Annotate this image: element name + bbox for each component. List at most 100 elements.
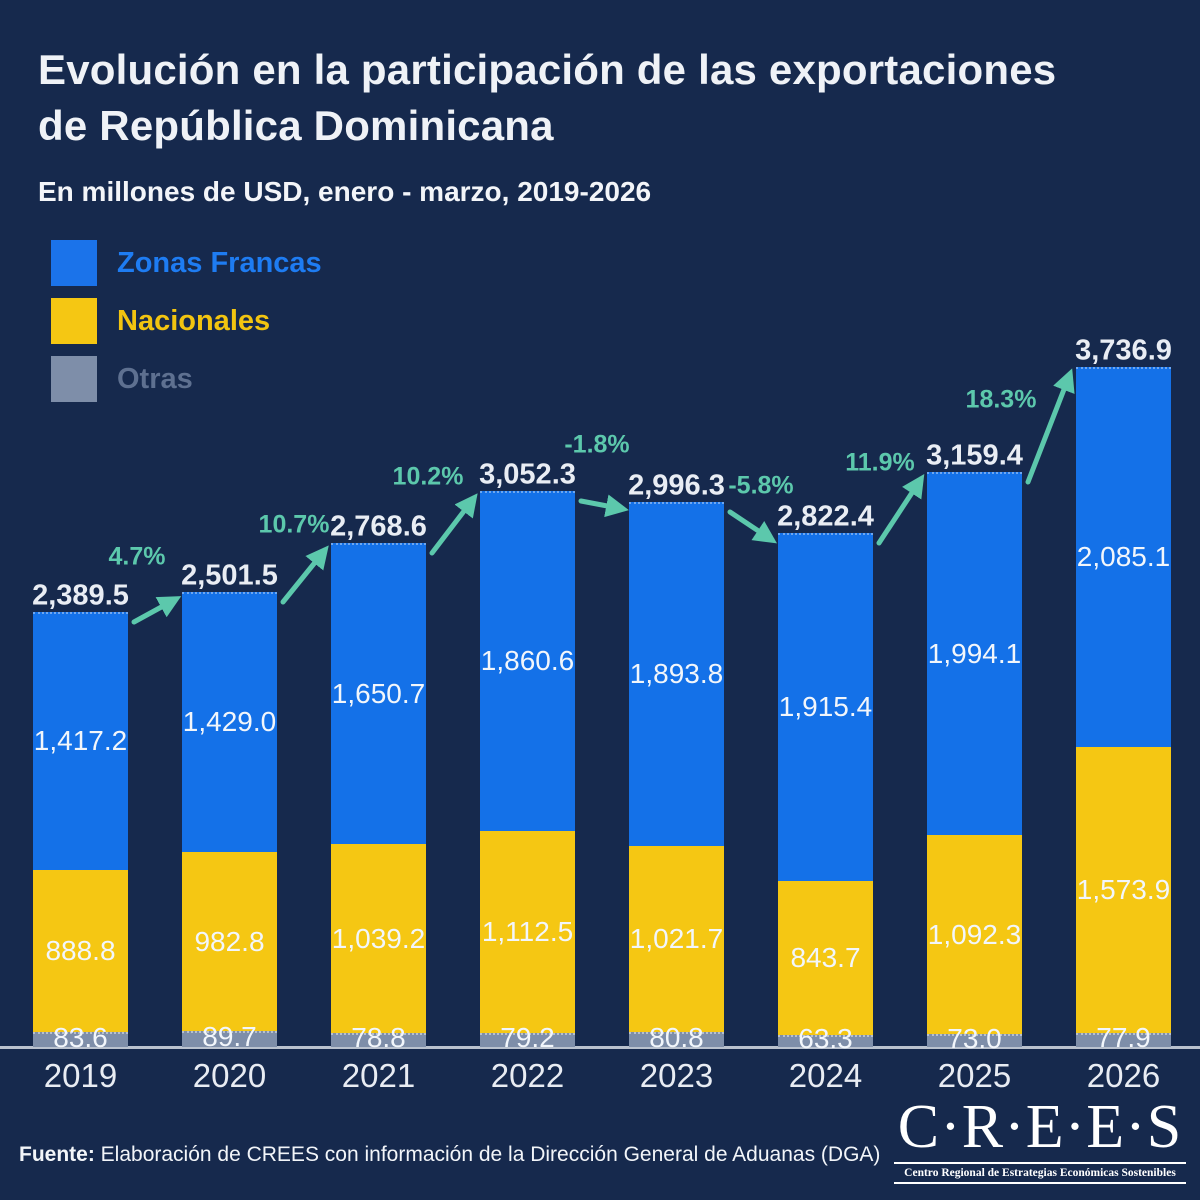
bar-segment-otras-2021	[331, 1033, 426, 1047]
growth-arrow-2024-2025	[876, 473, 925, 546]
otras-value-2025: 73.0	[947, 1022, 1002, 1054]
zonas-francas-value-2024: 1,915.4	[778, 691, 873, 722]
bar-segment-zonas-francas-2019	[33, 612, 128, 870]
bar-segment-nacionales-2020	[182, 852, 277, 1031]
x-axis-label-2021: 2021	[341, 1057, 416, 1094]
x-axis-label-2023: 2023	[639, 1057, 714, 1094]
zonas-francas-value-2025: 1,994.1	[927, 637, 1022, 669]
chart-title-line-2: de República Dominicana	[38, 102, 554, 150]
legend-item-zonas-francas: Zonas Francas	[51, 240, 322, 286]
legend: Zonas Francas Nacionales Otras	[51, 240, 322, 402]
growth-percent-label-2024: -5.8%	[728, 471, 794, 499]
bar-segment-zonas-francas-2025	[927, 472, 1022, 835]
zonas-francas-value-2019: 1,417.2	[33, 725, 128, 756]
bar-segment-nacionales-2023	[629, 846, 724, 1032]
zonas-francas-value-2021: 1,650.7	[331, 677, 426, 709]
total-label-2020: 2,501.5	[181, 559, 278, 592]
x-axis-label-2019: 2019	[43, 1057, 118, 1094]
growth-percent-label-2020: 4.7%	[108, 542, 166, 571]
legend-label-zonas-francas: Zonas Francas	[117, 246, 322, 279]
nacionales-value-2026: 1,573.9	[1076, 874, 1171, 905]
nacionales-value-2021: 1,039.2	[331, 922, 426, 954]
total-label-2021: 2,768.6	[330, 510, 427, 543]
bar-segment-otras-2020	[182, 1031, 277, 1047]
bar-segment-zonas-francas-2021	[331, 543, 426, 844]
legend-swatch-nacionales	[51, 298, 97, 344]
bar-segment-nacionales-2026	[1076, 747, 1171, 1033]
legend-label-otras: Otras	[117, 362, 193, 395]
bar-segment-nacionales-2019	[33, 870, 128, 1032]
bar-segment-otras-2025	[927, 1034, 1022, 1047]
nacionales-value-2023: 1,021.7	[629, 923, 724, 954]
bar-segment-zonas-francas-2024	[778, 533, 873, 881]
x-axis-label-2020: 2020	[192, 1057, 267, 1094]
growth-arrow-2019-2020	[131, 596, 182, 625]
bar-segment-otras-2019	[33, 1032, 128, 1047]
total-label-2019: 2,389.5	[32, 579, 129, 612]
chart-title: Evolución en la participación de las exp…	[38, 42, 1148, 155]
bar-segment-zonas-francas-2022	[480, 491, 575, 831]
growth-percent-label-2026: 18.3%	[965, 385, 1037, 413]
zonas-francas-value-2023: 1,893.8	[629, 658, 724, 689]
nacionales-value-2024: 843.7	[790, 942, 861, 973]
otras-value-2019: 83.6	[53, 1021, 108, 1053]
total-label-2024: 2,822.4	[777, 500, 874, 533]
total-label-2022: 3,052.3	[479, 458, 576, 491]
total-label-2023: 2,996.3	[628, 469, 725, 502]
growth-percent-label-2023: -1.8%	[564, 430, 630, 458]
chart-title-line-1: Evolución en la participación de las exp…	[38, 46, 1057, 93]
bar-segment-nacionales-2024	[778, 881, 873, 1035]
otras-value-2023: 80.8	[649, 1021, 704, 1053]
total-label-2026: 3,736.9	[1075, 334, 1172, 367]
zonas-francas-value-2020: 1,429.0	[182, 706, 277, 737]
source-note: Fuente: Elaboración de CREES con informa…	[19, 1143, 880, 1167]
legend-swatch-zonas-francas	[51, 240, 97, 286]
total-label-2025: 3,159.4	[926, 439, 1023, 472]
growth-percent-label-2025: 11.9%	[845, 448, 915, 476]
logo-divider-top	[894, 1162, 1186, 1164]
nacionales-value-2020: 982.8	[194, 925, 265, 957]
bar-segment-otras-2023	[629, 1032, 724, 1047]
otras-value-2021: 78.8	[351, 1022, 406, 1053]
x-axis-label-2025: 2025	[937, 1057, 1012, 1094]
legend-label-nacionales: Nacionales	[117, 304, 271, 337]
bar-segment-nacionales-2022	[480, 831, 575, 1033]
logo-wordmark: C·R·E·E·S	[897, 1093, 1183, 1161]
legend-swatch-otras	[51, 356, 97, 402]
growth-percent-label-2022: 10.2%	[392, 462, 464, 491]
otras-value-2020: 89.7	[202, 1021, 257, 1052]
otras-value-2022: 79.2	[500, 1022, 555, 1053]
chart-subtitle: En millones de USD, enero - marzo, 2019-…	[38, 176, 652, 207]
x-axis-label-2024: 2024	[788, 1057, 863, 1094]
bar-segment-zonas-francas-2023	[629, 502, 724, 846]
bar-segment-nacionales-2021	[331, 844, 426, 1033]
bar-segment-zonas-francas-2026	[1076, 367, 1171, 747]
zonas-francas-value-2026: 2,085.1	[1076, 541, 1171, 572]
growth-percent-label-2021: 10.7%	[258, 510, 330, 538]
bar-segment-zonas-francas-2020	[182, 592, 277, 852]
x-axis-label-2022: 2022	[490, 1057, 565, 1094]
growth-arrow-2020-2021	[280, 545, 329, 605]
bar-segment-otras-2026	[1076, 1033, 1171, 1047]
otras-value-2026: 77.9	[1096, 1022, 1151, 1053]
growth-arrow-2023-2024	[727, 509, 777, 544]
x-axis-label-2026: 2026	[1086, 1057, 1161, 1094]
source-label: Fuente:	[19, 1143, 95, 1166]
growth-arrow-2022-2023	[578, 494, 629, 518]
legend-item-otras: Otras	[51, 356, 322, 402]
nacionales-value-2025: 1,092.3	[927, 918, 1022, 950]
bar-segment-otras-2022	[480, 1033, 575, 1047]
crees-logo: C·R·E·E·S Centro Regional de Estrategias…	[894, 1094, 1186, 1187]
bar-segment-nacionales-2025	[927, 835, 1022, 1034]
legend-item-nacionales: Nacionales	[51, 298, 322, 344]
logo-divider-bottom	[894, 1182, 1186, 1184]
source-text: Elaboración de CREES con información de …	[94, 1143, 881, 1166]
x-axis-line	[0, 1046, 1200, 1049]
nacionales-value-2022: 1,112.5	[481, 916, 574, 947]
growth-arrow-2021-2022	[429, 493, 478, 556]
zonas-francas-value-2022: 1,860.6	[480, 645, 575, 676]
bar-segment-otras-2024	[778, 1035, 873, 1047]
otras-value-2024: 63.3	[798, 1023, 853, 1054]
